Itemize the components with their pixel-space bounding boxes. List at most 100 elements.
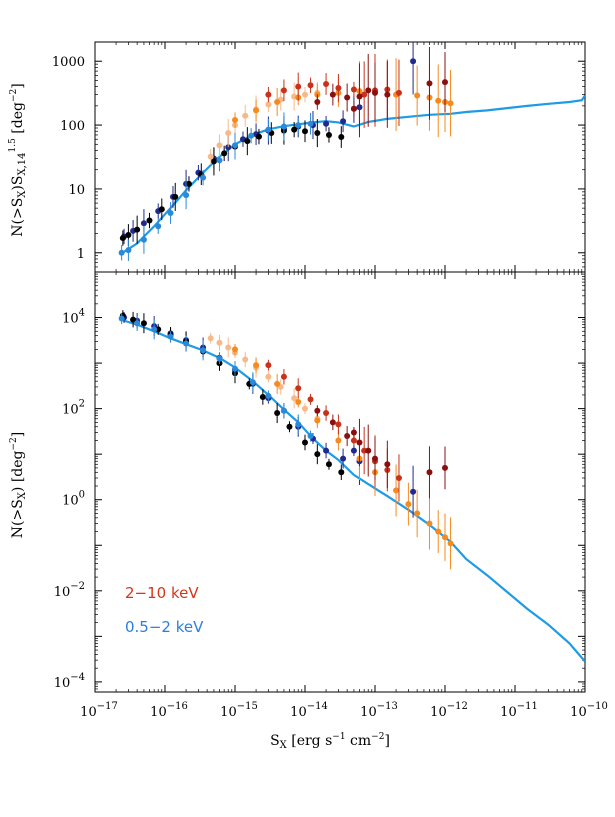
data-point-hard [242,356,249,363]
data-point-hard [291,395,298,402]
plot-frame [94,271,586,693]
data-point-hard [314,407,321,414]
data-point-soft [200,347,207,354]
series-group [118,310,585,663]
data-point-hard [335,85,342,92]
data-point-hard [335,437,342,444]
data-point-hard [232,346,238,353]
data-point-hard [232,117,238,124]
data-point-hard [253,362,260,369]
data-point-hard [314,98,321,105]
data-point-soft [172,193,179,200]
data-point-soft [410,58,417,65]
data-point-hard [216,142,223,149]
data-point-hard [207,153,214,160]
data-point-hard [265,91,272,98]
data-point-soft [307,120,314,127]
data-point-soft [167,333,174,340]
data-point-hard [350,86,357,93]
data-point-hard [280,373,287,380]
data-point-hard [350,105,357,112]
data-point-hard [295,398,302,405]
data-point-soft [410,488,417,495]
data-point-hard [435,528,442,535]
x-tick-label: 10−10 [570,701,608,720]
data-point-soft [340,118,347,125]
data-point-soft [232,142,238,149]
data-point-hard [265,362,272,369]
data-point-hard [395,89,402,96]
data-point-soft [225,144,232,151]
data-point-soft [295,421,302,428]
data-point-soft [265,392,272,399]
data-point-hard [323,80,330,87]
data-point-hard [442,464,448,471]
data-point-soft [323,120,330,127]
data-point-hard [393,487,400,494]
y-tick-label: 100 [62,490,85,509]
data-point-soft [119,235,126,242]
bottom-panel: 10−17 10−16 10−15 10−14 10−13 10−12 10−11 10−10… [54,271,608,720]
data-point-hard [265,373,272,380]
data-point-hard [384,91,391,98]
x-tick-label: 10−15 [220,701,258,720]
data-point-soft [248,132,255,139]
data-point-hard [426,80,433,87]
data-point-soft [244,138,251,145]
data-point-soft [210,158,217,165]
data-point-hard [344,94,351,101]
data-point-soft [249,379,256,386]
legend: 2−10 keV 0.5−2 keV [125,584,204,636]
data-point-soft [286,423,293,430]
series-line-soft [119,94,585,256]
data-point-soft [216,355,223,362]
data-point-hard [302,405,308,412]
data-point-hard [442,79,448,86]
data-point-hard [447,100,454,107]
x-tick-label: 10−13 [360,701,398,720]
data-point-soft [221,150,228,157]
data-point-hard [356,93,363,100]
data-point-soft [340,455,347,462]
y-tick-label: 10−4 [54,672,85,691]
data-point-soft [140,220,147,227]
data-point-hard [302,91,308,98]
data-point-soft [125,247,132,254]
data-point-soft [134,226,141,233]
data-point-soft [274,410,281,417]
data-point-hard [265,101,272,108]
data-point-hard [395,474,402,481]
data-point-soft [140,320,147,327]
data-point-hard [447,540,454,547]
x-axis-label: SX [erg s−1 cm−2] [270,732,390,751]
data-point-soft [216,157,223,164]
data-point-soft [280,407,287,414]
data-point-soft [183,192,190,199]
data-point-hard [323,410,330,417]
data-point-hard [307,396,314,403]
data-point-hard [365,447,372,454]
data-point-soft [295,122,302,129]
data-point-hard [361,91,368,98]
y-tick-label: 104 [62,308,85,327]
data-point-soft [200,174,207,181]
y-tick-label: 102 [62,399,85,418]
data-point-soft [338,469,345,476]
data-point-soft [323,447,330,454]
data-point-soft [118,249,125,256]
x-tick-label: 10−17 [80,701,118,720]
data-point-hard [335,421,342,428]
data-point-hard [442,534,448,541]
data-point-hard [216,339,223,346]
series-group [118,42,585,261]
data-point-hard [207,335,214,342]
data-point-soft [350,447,357,454]
data-point-soft [314,451,321,458]
data-point-hard [350,429,357,436]
data-point-hard [356,439,363,446]
data-point-soft [291,126,298,133]
y-tick-label: 1 [77,247,85,262]
top-y-axis-label: N(>SX)SX,141.5 [deg−2] [8,83,28,236]
data-point-hard [435,97,442,104]
data-point-hard [314,417,321,424]
